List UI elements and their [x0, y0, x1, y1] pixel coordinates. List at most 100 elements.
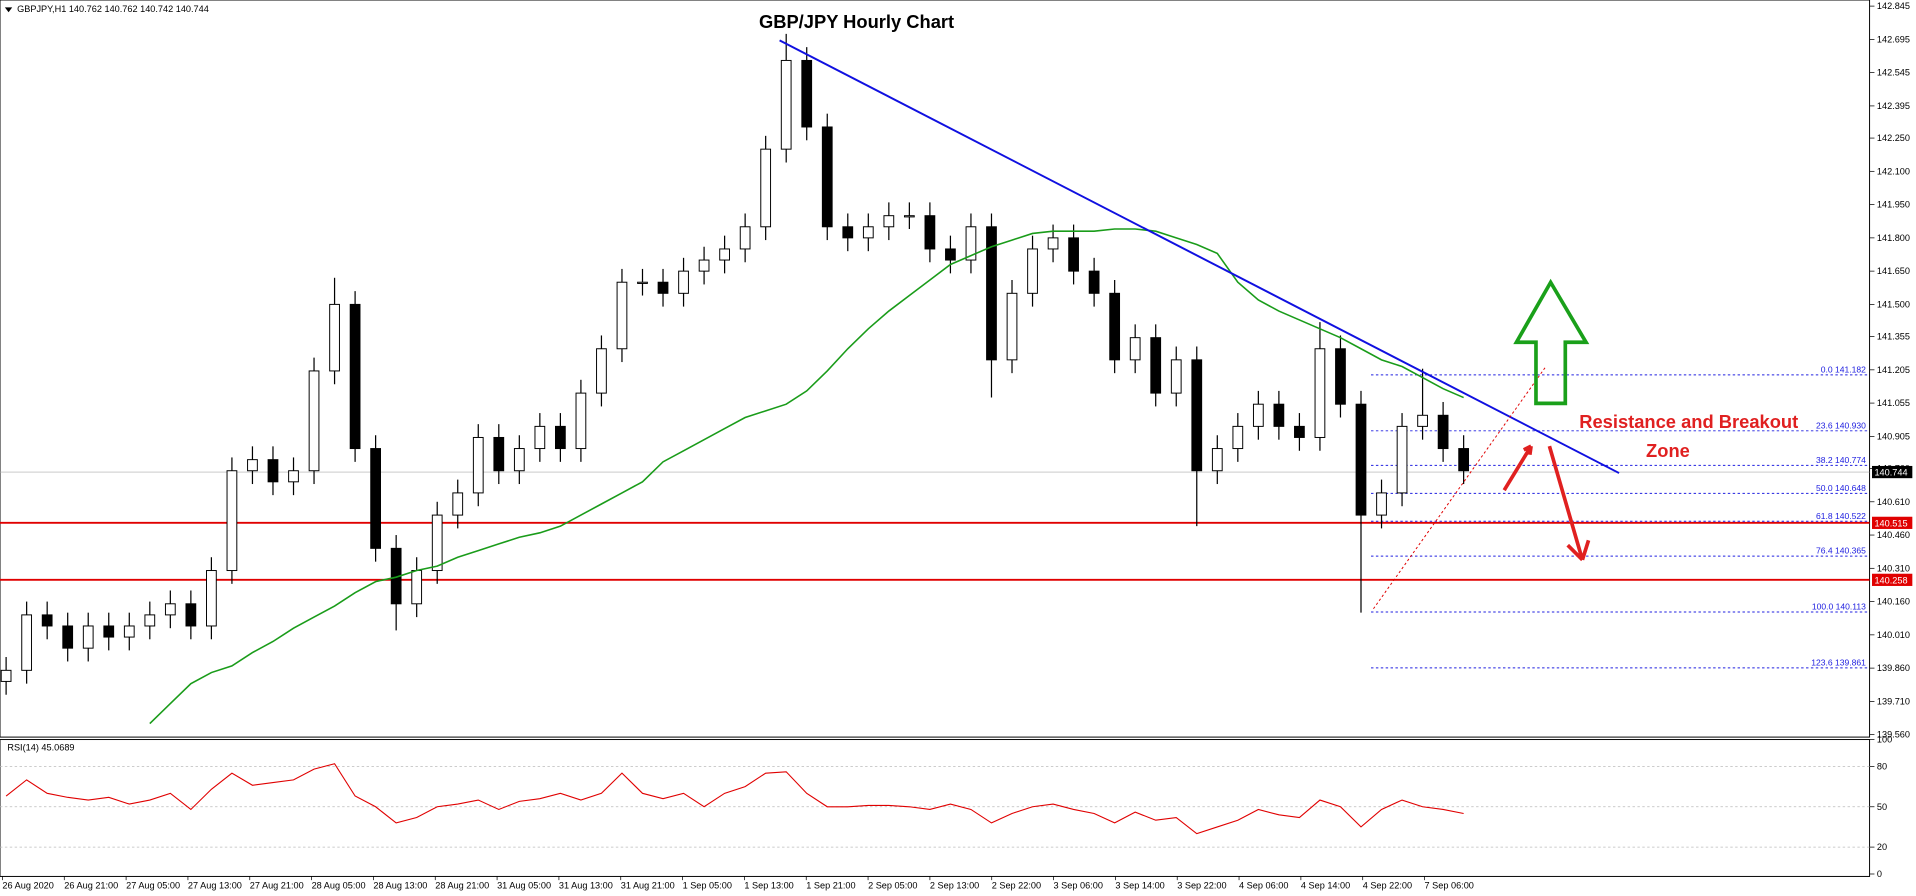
- x-tick-label: 3 Sep 14:00: [1115, 881, 1164, 891]
- fib-label: 0.0 141.182: [1821, 364, 1866, 374]
- candle-body: [1232, 425, 1244, 450]
- rsi-tick-label: 80: [1877, 761, 1887, 771]
- x-tick-label: 4 Sep 22:00: [1363, 881, 1412, 891]
- candle-body: [903, 215, 915, 218]
- y-tick-label: 142.695: [1877, 34, 1910, 44]
- candle-body: [288, 470, 299, 483]
- candle-body: [637, 281, 648, 284]
- y-tick-label: 142.395: [1877, 101, 1910, 111]
- fib-price: 140.113: [1836, 602, 1867, 612]
- x-tick-label: 26 Aug 21:00: [64, 881, 118, 891]
- y-tick-label: 141.055: [1877, 398, 1910, 408]
- chart-title: GBP/JPY Hourly Chart: [759, 11, 954, 32]
- fib-label: 23.6 140.930: [1816, 420, 1866, 430]
- y-tick-label: 140.610: [1877, 497, 1910, 507]
- candle-body: [144, 614, 156, 627]
- candle-body: [206, 570, 217, 627]
- fib-price: 141.182: [1835, 364, 1866, 374]
- candle-body: [164, 603, 176, 616]
- candle-body: [370, 448, 382, 549]
- fib-ratio: 23.6: [1816, 420, 1833, 430]
- candle-body: [1170, 359, 1182, 394]
- fib-price: 140.648: [1835, 483, 1866, 493]
- y-tick-label: 141.800: [1877, 233, 1910, 243]
- candle-body: [308, 370, 320, 472]
- candle-body: [1027, 248, 1038, 294]
- fib-ratio: 0.0: [1821, 364, 1833, 374]
- x-tick-label: 2 Sep 13:00: [930, 881, 979, 891]
- y-tick-label: 140.010: [1877, 630, 1910, 640]
- candle-body: [1109, 292, 1121, 361]
- candle-body: [1006, 292, 1018, 361]
- x-tick-label: 31 Aug 21:00: [621, 881, 675, 891]
- red-arrow: [1547, 445, 1591, 562]
- rsi-tick-label: 20: [1877, 842, 1887, 852]
- x-tick-label: 3 Sep 22:00: [1177, 881, 1226, 891]
- candle-body: [431, 514, 443, 572]
- candle-body: [555, 425, 566, 450]
- candle-body: [698, 259, 710, 272]
- price-tag-label: 140.744: [1874, 468, 1907, 478]
- y-tick-label: 140.905: [1877, 431, 1910, 441]
- candle-body: [575, 392, 587, 450]
- candle-body: [41, 614, 53, 627]
- candle-body: [1294, 425, 1305, 438]
- candle-body: [329, 303, 340, 372]
- rsi-tick-label: 50: [1877, 802, 1887, 812]
- x-tick-label: 1 Sep 13:00: [744, 881, 793, 891]
- price-tag-label: 140.258: [1874, 576, 1907, 586]
- candle-body: [1068, 237, 1079, 272]
- y-tick-label: 139.560: [1877, 730, 1910, 740]
- fib-price: 140.930: [1835, 420, 1866, 430]
- fib-label: 61.8 140.522: [1816, 511, 1866, 521]
- candle-body: [1396, 425, 1408, 494]
- fib-price: 140.365: [1835, 546, 1866, 556]
- candle-body: [185, 603, 197, 627]
- x-tick-label: 3 Sep 06:00: [1054, 881, 1103, 891]
- candle-body: [821, 126, 833, 228]
- price-tag: [1872, 465, 1913, 479]
- fib-price: 140.522: [1835, 511, 1866, 521]
- x-tick-label: 2 Sep 22:00: [992, 881, 1041, 891]
- fib-price: 140.774: [1835, 455, 1866, 465]
- candle-body: [513, 448, 525, 472]
- candle-body: [657, 281, 669, 294]
- candle-body: [452, 492, 464, 516]
- candle-body: [965, 226, 977, 261]
- x-tick-label: 27 Aug 13:00: [188, 881, 242, 891]
- y-tick-label: 142.845: [1877, 1, 1910, 11]
- candle-body: [719, 248, 730, 261]
- x-tick-label: 28 Aug 05:00: [312, 881, 366, 891]
- candle-body: [678, 270, 689, 294]
- candle-body: [226, 470, 238, 572]
- candle-body: [1252, 403, 1264, 427]
- main-panel: [0, 0, 1871, 738]
- candle-body: [945, 248, 956, 261]
- fib-label: 50.0 140.648: [1816, 483, 1866, 493]
- candle-body: [1129, 337, 1141, 361]
- fib-label: 38.2 140.774: [1816, 455, 1866, 465]
- candle-body: [780, 59, 792, 150]
- candle-body: [862, 226, 874, 239]
- y-tick-label: 140.160: [1877, 597, 1910, 607]
- candle-body: [986, 226, 997, 361]
- annotation: Zone: [1646, 440, 1690, 461]
- fib-ratio: 61.8: [1816, 511, 1833, 521]
- candle-body: [411, 570, 423, 605]
- x-tick-label: 7 Sep 06:00: [1425, 881, 1474, 891]
- rsi-tick-label: 100: [1877, 735, 1892, 745]
- y-tick-label: 140.460: [1877, 530, 1910, 540]
- x-tick-label: 27 Aug 05:00: [126, 881, 180, 891]
- rsi-label: RSI(14) 45.0689: [7, 743, 74, 753]
- y-tick-label: 141.950: [1877, 200, 1910, 210]
- x-tick-label: 26 Aug 2020: [2, 881, 53, 891]
- candle-body: [62, 625, 74, 649]
- fib-ratio: 38.2: [1816, 455, 1833, 465]
- candle-body: [1191, 359, 1203, 472]
- price-tag: [1872, 573, 1913, 586]
- candle-body: [1273, 403, 1285, 427]
- candle-body: [801, 59, 813, 128]
- candle-body: [267, 459, 279, 483]
